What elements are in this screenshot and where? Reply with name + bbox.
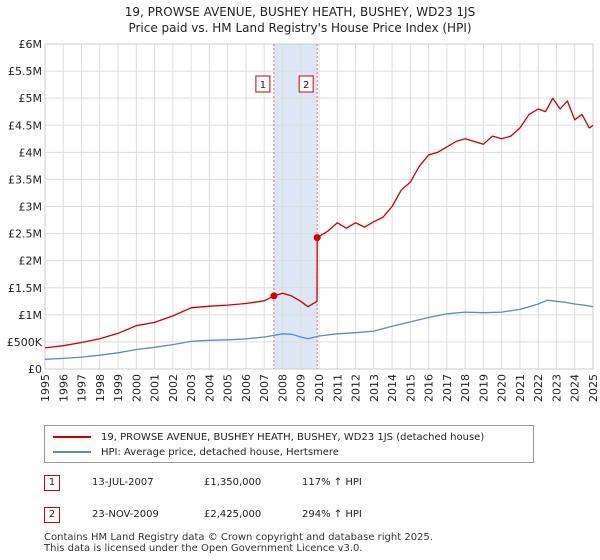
x-tick-label: 2016 — [423, 374, 436, 402]
x-tick-label: 2006 — [240, 374, 253, 402]
x-tick-label: 2017 — [441, 374, 454, 402]
sale-label-border — [298, 75, 314, 93]
x-tick-label: 2005 — [222, 374, 235, 402]
sale-point — [313, 234, 321, 242]
legend-swatch-hpi — [53, 451, 91, 453]
legend-entry-property: 19, PROWSE AVENUE, BUSHEY HEATH, BUSHEY,… — [53, 430, 484, 444]
transaction-hpi: 117% ↑ HPI — [302, 477, 362, 488]
y-tick-label: £5.5M — [8, 65, 42, 78]
x-tick-label: 2009 — [295, 374, 308, 402]
series-line-property — [44, 97, 594, 349]
x-tick-label: 2024 — [569, 374, 582, 402]
y-tick-label: £3M — [19, 201, 43, 214]
x-tick-label: 2013 — [368, 374, 381, 402]
sale-label-text: 1 — [260, 80, 266, 91]
x-tick-label: 2025 — [587, 374, 600, 402]
y-tick-label: £4M — [19, 146, 43, 159]
footer-line-1: Contains HM Land Registry data © Crown c… — [44, 532, 433, 543]
x-tick-label: 2018 — [459, 374, 472, 402]
transaction-hpi: 294% ↑ HPI — [302, 509, 362, 520]
y-tick-label: £3.5M — [8, 173, 42, 186]
x-tick-label: 1999 — [112, 374, 125, 402]
x-tick-label: 2008 — [276, 374, 289, 402]
x-tick-label: 1998 — [94, 374, 107, 402]
y-tick-label: £5M — [19, 92, 43, 105]
y-tick-label: £2M — [19, 255, 43, 268]
x-tick-label: 1996 — [57, 374, 70, 402]
chart-title: 19, PROWSE AVENUE, BUSHEY HEATH, BUSHEY,… — [124, 5, 476, 19]
x-tick-label: 2002 — [167, 374, 180, 402]
y-tick-label: £2.5M — [8, 228, 42, 241]
x-tick-label: 2001 — [149, 374, 162, 402]
x-tick-label: 2000 — [130, 374, 143, 402]
y-tick-label: £1M — [19, 309, 43, 322]
x-tick-label: 2019 — [477, 374, 490, 402]
legend-label-hpi: HPI: Average price, detached house, Hert… — [101, 446, 339, 458]
y-tick-label: £1.5M — [8, 282, 42, 295]
series-line-hpi — [44, 299, 594, 360]
legend-label-property: 19, PROWSE AVENUE, BUSHEY HEATH, BUSHEY,… — [101, 431, 485, 443]
transaction-row: 1 13-JUL-2007 £1,350,000 117% ↑ HPI — [44, 475, 444, 493]
x-tick-label: 1995 — [39, 374, 52, 402]
y-tick-label: £0 — [28, 363, 42, 376]
transaction-badge: 2 — [44, 507, 60, 523]
transaction-date: 23-NOV-2009 — [92, 509, 159, 520]
sale-label-text: 2 — [303, 80, 309, 91]
transaction-row: 2 23-NOV-2009 £2,425,000 294% ↑ HPI — [44, 507, 444, 525]
sale-point — [270, 292, 278, 300]
transaction-date: 13-JUL-2007 — [92, 477, 154, 488]
x-tick-label: 2020 — [496, 374, 509, 402]
x-tick-label: 2010 — [313, 374, 326, 402]
sale-label-box: 2 — [298, 75, 314, 93]
sale-label-border — [255, 75, 271, 93]
x-tick-label: 2011 — [331, 374, 344, 402]
x-tick-label: 2023 — [550, 374, 563, 402]
footer-line-2: This data is licensed under the Open Gov… — [44, 543, 363, 554]
x-tick-label: 2004 — [203, 374, 216, 402]
x-tick-label: 2021 — [514, 374, 527, 402]
y-tick-label: £6M — [19, 38, 43, 51]
x-tick-label: 1997 — [76, 374, 89, 402]
chart-subtitle: Price paid vs. HM Land Registry's House … — [128, 21, 472, 35]
footer: Contains HM Land Registry data © Crown c… — [44, 532, 433, 554]
x-tick-label: 2014 — [386, 374, 399, 402]
y-tick-label: £4.5M — [8, 119, 42, 132]
transaction-price: £1,350,000 — [204, 477, 262, 488]
x-tick-label: 2012 — [350, 374, 363, 402]
x-tick-label: 2007 — [258, 374, 271, 402]
y-tick-label: £500K — [7, 336, 43, 349]
transaction-price: £2,425,000 — [204, 509, 262, 520]
legend-swatch-property — [53, 436, 91, 438]
transaction-badge: 1 — [44, 475, 60, 491]
x-tick-label: 2003 — [185, 374, 198, 402]
x-tick-label: 2015 — [404, 374, 417, 402]
x-tick-label: 2022 — [532, 374, 545, 402]
plot-frame — [44, 43, 594, 370]
legend: 19, PROWSE AVENUE, BUSHEY HEATH, BUSHEY,… — [44, 425, 534, 463]
legend-entry-hpi: HPI: Average price, detached house, Hert… — [53, 445, 339, 459]
sale-label-box: 1 — [255, 75, 271, 93]
price-chart: £0 £500K £1M £1.5M £2M £2.5M £3M £3.5M £4M £4.5M £… — [7, 38, 600, 402]
